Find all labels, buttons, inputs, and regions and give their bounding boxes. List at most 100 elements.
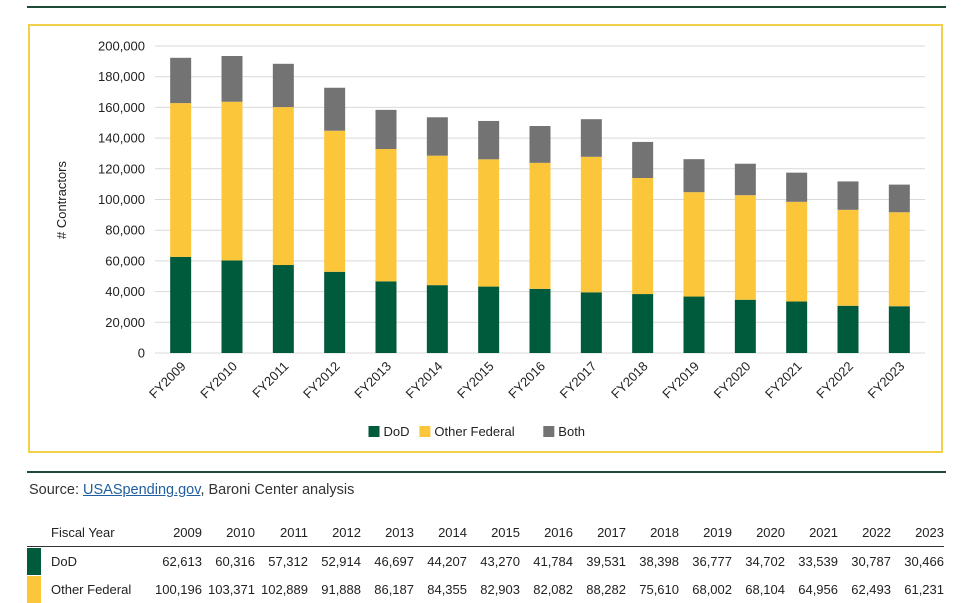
table-cell: 68,104 xyxy=(745,581,785,597)
x-tick-label: FY2019 xyxy=(659,359,702,402)
table-year-header: 2010 xyxy=(202,518,255,547)
x-tick-label: FY2015 xyxy=(454,359,497,402)
row-color-swatch xyxy=(27,547,41,575)
y-tick-label: 120,000 xyxy=(98,161,145,176)
x-tick-label: FY2021 xyxy=(762,359,805,402)
table-year-header: 2021 xyxy=(785,518,838,547)
x-tick-label: FY2009 xyxy=(146,359,189,402)
table-cell: 38,398 xyxy=(639,553,679,569)
table-cell: 91,888 xyxy=(321,581,361,597)
legend-swatch xyxy=(419,426,431,437)
bar-segment-both xyxy=(478,120,500,160)
table-row-label: Other Federal xyxy=(51,581,132,597)
x-tick-label: FY2017 xyxy=(557,359,600,402)
table-cell: 64,956 xyxy=(798,581,838,597)
table-cell: 52,914 xyxy=(321,553,361,569)
bar-segment-both xyxy=(580,119,602,157)
stacked-bar-chart: 0 20,000 40,000 60,000 80,000 100,000 120,000 1… xyxy=(54,39,925,439)
table-year-header: 2013 xyxy=(361,518,414,547)
row-color-swatch xyxy=(27,575,41,603)
bar-segment-both xyxy=(375,109,397,150)
table-year-header: 2022 xyxy=(838,518,891,547)
bar-segment-dod xyxy=(786,301,808,353)
table-cell: 62,493 xyxy=(851,581,891,597)
table-year-header: 2023 xyxy=(891,518,944,547)
table-cell: 61,231 xyxy=(904,581,944,597)
table-cell: 62,613 xyxy=(162,553,202,569)
table-row: Other Federal 100,196 103,371 102,889 91,888… xyxy=(27,575,944,603)
table-cell: 46,697 xyxy=(374,553,414,569)
bar-segment-both xyxy=(529,126,551,163)
table-cell: 86,187 xyxy=(374,581,414,597)
bar-segment-other-federal xyxy=(170,103,192,257)
table-cell: 30,787 xyxy=(851,553,891,569)
legend-swatch xyxy=(543,426,555,437)
table-cell: 57,312 xyxy=(268,553,308,569)
bar-segment-dod xyxy=(324,271,346,353)
table-year-header: 2011 xyxy=(255,518,308,547)
bar-segment-dod xyxy=(375,281,397,353)
bar-segment-other-federal xyxy=(632,177,654,295)
x-tick-label: FY2023 xyxy=(865,359,908,402)
bar-segment-dod xyxy=(632,294,654,353)
table-cell: 75,610 xyxy=(639,581,679,597)
bar-segment-dod xyxy=(170,256,192,353)
y-tick-label: 160,000 xyxy=(98,100,145,115)
table-cell: 30,466 xyxy=(904,553,944,569)
bar-segment-dod xyxy=(272,265,294,353)
bar-segment-both xyxy=(683,159,705,193)
middle-rule xyxy=(27,471,946,473)
bar-segment-other-federal xyxy=(324,130,346,272)
bar-segment-both xyxy=(786,172,808,202)
bar-segment-other-federal xyxy=(529,162,551,289)
bar-segment-both xyxy=(426,117,448,156)
bar-segment-both xyxy=(272,63,294,108)
x-tick-label: FY2022 xyxy=(813,359,856,402)
table-row-label: DoD xyxy=(51,553,78,569)
x-tick-label: FY2013 xyxy=(351,359,394,402)
x-axis-ticks: FY2009 FY2010 FY2011 FY2012 FY2013 FY2014 FY20… xyxy=(146,359,907,402)
y-tick-label: 20,000 xyxy=(105,315,145,330)
bar-segment-other-federal xyxy=(580,156,602,293)
y-tick-label: 0 xyxy=(138,346,145,361)
chart-frame: 0 20,000 40,000 60,000 80,000 100,000 120,000 1… xyxy=(28,24,943,453)
x-tick-label: FY2011 xyxy=(249,359,291,401)
table-cell: 82,903 xyxy=(480,581,520,597)
x-tick-label: FY2016 xyxy=(505,359,548,402)
table-year-header: 2016 xyxy=(520,518,573,547)
bar-segment-dod xyxy=(888,306,910,353)
bar-segment-other-federal xyxy=(221,101,243,261)
table-cell: 44,207 xyxy=(427,553,467,569)
table-cell: 34,702 xyxy=(745,553,785,569)
x-tick-label: FY2010 xyxy=(197,359,240,402)
y-tick-label: 80,000 xyxy=(105,223,145,238)
table-cell: 102,889 xyxy=(261,581,308,597)
bar-segment-dod xyxy=(426,285,448,353)
table-cell: 82,082 xyxy=(533,581,573,597)
table-cell: 84,355 xyxy=(427,581,467,597)
table-cell: 60,316 xyxy=(215,553,255,569)
table-year-header: 2019 xyxy=(679,518,732,547)
bar-segment-dod xyxy=(734,299,756,353)
table-year-header: 2018 xyxy=(626,518,679,547)
legend-label: Both xyxy=(558,424,585,439)
bar-segment-dod xyxy=(837,305,859,353)
legend: DoD Other Federal Both xyxy=(368,424,585,439)
table-cell: 88,282 xyxy=(586,581,626,597)
table-cell: 41,784 xyxy=(533,553,573,569)
table-year-header: 2014 xyxy=(414,518,467,547)
source-link[interactable]: USASpending.gov xyxy=(83,482,201,498)
source-suffix: , Baroni Center analysis xyxy=(200,482,355,498)
top-rule xyxy=(27,6,946,8)
bar-segment-other-federal xyxy=(837,209,859,306)
bar-segment-both xyxy=(837,181,859,210)
table-header-row: Fiscal Year 2009 2010 2011 2012 2013 2014 2015… xyxy=(27,518,944,547)
bar-segment-dod xyxy=(580,292,602,353)
bar-segment-dod xyxy=(529,288,551,353)
bar-segment-both xyxy=(170,57,192,104)
table-header-label: Fiscal Year xyxy=(41,518,149,547)
bar-segment-other-federal xyxy=(734,195,756,300)
source-note: Source: USASpending.gov, Baroni Center a… xyxy=(29,482,354,498)
table-cell: 36,777 xyxy=(692,553,732,569)
data-table: Fiscal Year 2009 2010 2011 2012 2013 2014 2015… xyxy=(27,518,944,603)
